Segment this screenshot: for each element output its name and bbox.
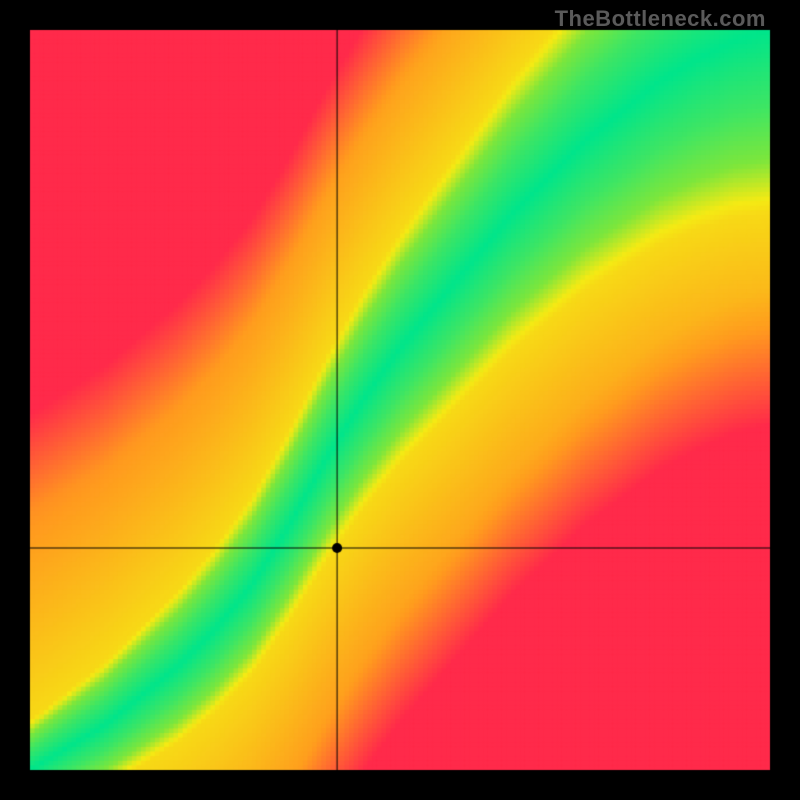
bottleneck-heatmap xyxy=(0,0,800,800)
chart-container: TheBottleneck.com xyxy=(0,0,800,800)
watermark-label: TheBottleneck.com xyxy=(555,6,766,32)
